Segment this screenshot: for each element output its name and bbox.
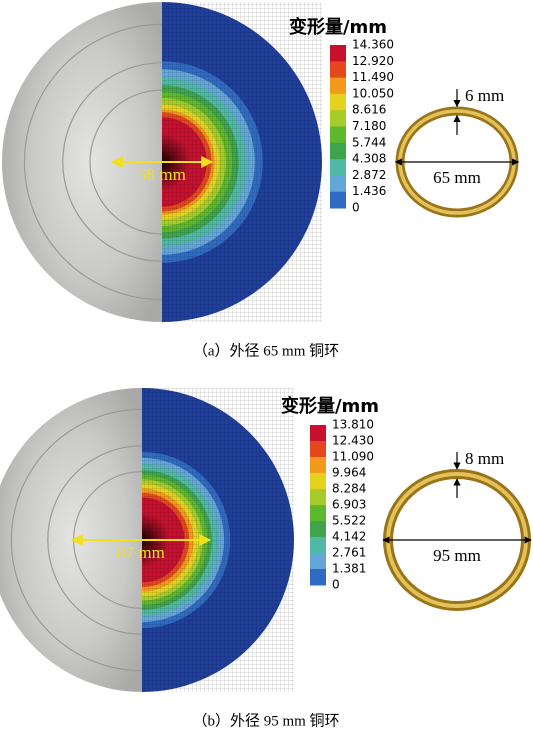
- legend-band: [330, 110, 346, 127]
- legend-label: 6.903: [332, 498, 366, 512]
- diameter-label: 65 mm: [433, 168, 481, 187]
- legend-label: 11.490: [352, 70, 394, 84]
- legend-band: [330, 159, 346, 176]
- legend-label: 7.180: [352, 119, 386, 133]
- legend-label: 1.436: [352, 184, 386, 198]
- legend-band: [330, 78, 346, 95]
- legend-label: 2.761: [332, 546, 366, 560]
- legend-label: 12.920: [352, 54, 394, 68]
- legend-band: [330, 192, 346, 209]
- legend-title: 变形量/mm: [281, 395, 379, 417]
- diameter-label: 95 mm: [433, 546, 481, 565]
- legend-label: 8.616: [352, 103, 386, 117]
- legend-label: 8.284: [332, 482, 366, 496]
- legend-label: 4.308: [352, 152, 386, 166]
- dimension-label: 87 mm: [117, 543, 165, 562]
- legend-band: [310, 473, 326, 490]
- legend-title: 变形量/mm: [289, 16, 387, 38]
- legend-band: [310, 489, 326, 506]
- legend-band: [330, 45, 346, 62]
- legend-label: 10.050: [352, 86, 394, 100]
- legend-band: [310, 569, 326, 586]
- legend-label: 9.964: [332, 466, 366, 480]
- legend-label: 13.810: [332, 418, 374, 432]
- legend-band: [310, 505, 326, 522]
- legend-band: [330, 143, 346, 160]
- legend-label: 14.360: [352, 38, 394, 52]
- legend-label: 0: [352, 201, 360, 215]
- legend-label: 4.142: [332, 530, 366, 544]
- legend-label: 11.090: [332, 450, 374, 464]
- legend-label: 5.744: [352, 135, 386, 149]
- legend-band: [310, 521, 326, 538]
- thickness-label: 8 mm: [465, 449, 504, 468]
- legend-label: 12.430: [332, 434, 374, 448]
- thickness-label: 6 mm: [465, 86, 504, 105]
- figure: 58 mm变形量/mm14.36012.92011.49010.0508.616…: [0, 0, 533, 737]
- dimension-label: 58 mm: [138, 165, 186, 184]
- legend-label: 0: [332, 578, 340, 592]
- legend-band: [330, 61, 346, 78]
- legend-band: [330, 127, 346, 144]
- legend-label: 5.522: [332, 514, 366, 528]
- legend-band: [310, 553, 326, 570]
- legend-band: [330, 175, 346, 192]
- legend-band: [310, 425, 326, 442]
- legend-band: [330, 94, 346, 111]
- legend-band: [310, 537, 326, 554]
- legend-band: [310, 441, 326, 458]
- legend-label: 1.381: [332, 562, 366, 576]
- caption: （b）外径 95 mm 铜环: [192, 712, 339, 729]
- legend-label: 2.872: [352, 168, 386, 182]
- legend-band: [310, 457, 326, 474]
- caption: （a）外径 65 mm 铜环: [193, 342, 339, 359]
